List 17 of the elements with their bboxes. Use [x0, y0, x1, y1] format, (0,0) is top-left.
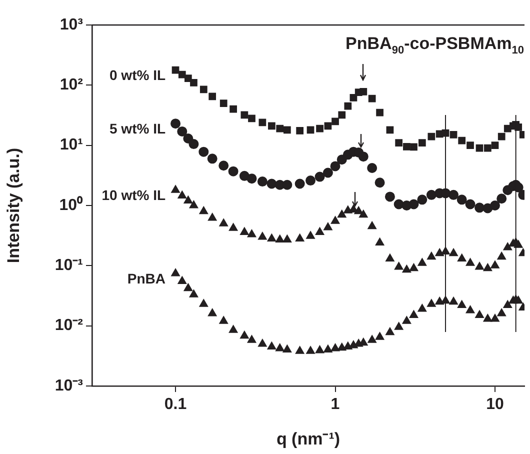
- x-tick-label: 1: [330, 396, 340, 414]
- y-tick-label: 10⁻²: [54, 317, 83, 334]
- y-axis-title: Intensity (a.u.): [4, 148, 23, 264]
- x-tick-label: 0.1: [164, 396, 187, 414]
- y-tick-label: 10³: [60, 16, 83, 34]
- series-label: 10 wt% IL: [102, 187, 166, 203]
- series-label: 5 wt% IL: [110, 120, 166, 136]
- y-tick-label: 10⁰: [59, 196, 83, 214]
- y-tick-label: 10¹: [60, 136, 83, 154]
- y-tick-label: 10⁻³: [54, 377, 83, 394]
- text: PnBA$_{90}$-co-PSBMAm$_{10}$: [346, 34, 524, 56]
- x-axis-title: q (nm⁻¹): [276, 429, 340, 448]
- y-tick-label: 10²: [60, 76, 83, 94]
- x-tick-label: 10: [486, 396, 504, 414]
- series-label: 0 wt% IL: [110, 66, 166, 83]
- series-label: PnBA: [127, 270, 166, 286]
- y-tick-label: 10⁻¹: [54, 257, 83, 274]
